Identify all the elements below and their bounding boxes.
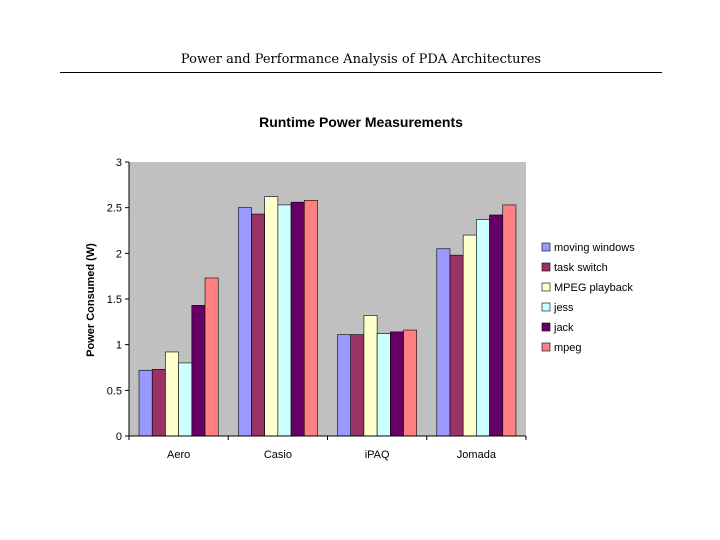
legend-swatch bbox=[541, 322, 551, 332]
bar-ipaq-mpeg bbox=[403, 329, 418, 437]
bar-casio-jess bbox=[277, 204, 292, 437]
legend-swatch bbox=[541, 262, 551, 272]
legend-label: mpeg bbox=[554, 342, 582, 354]
y-tick-label: 0 bbox=[116, 431, 122, 443]
legend-label: task switch bbox=[554, 262, 608, 274]
y-tick-label: 3 bbox=[116, 157, 122, 169]
bar-aero-moving-windows bbox=[138, 369, 153, 437]
legend-label: jack bbox=[553, 322, 574, 334]
bar-jomada-jess bbox=[476, 219, 490, 437]
x-tick-label: Casio bbox=[264, 449, 292, 461]
legend-swatch bbox=[541, 342, 551, 352]
bar-ipaq-mpeg-playback bbox=[363, 315, 378, 437]
bar-ipaq-moving-windows bbox=[337, 334, 352, 437]
axes-group: Aero Casio iPAQ Jomada 0 0.5 1 1.5 2 2.5 3 bbox=[107, 157, 527, 461]
y-tick-label: 1.5 bbox=[107, 294, 122, 306]
bar-jomada-jack bbox=[489, 214, 504, 437]
x-tick-label: Jomada bbox=[457, 449, 497, 461]
bar-jomada-moving-windows bbox=[436, 248, 451, 437]
bar-casio-jack bbox=[290, 201, 305, 437]
y-tick-label: 1 bbox=[116, 340, 122, 352]
bar-casio-moving-windows bbox=[237, 207, 252, 437]
y-tick-label: 2 bbox=[116, 248, 122, 260]
bar-aero-task-switch bbox=[151, 369, 166, 437]
x-tick-label: Aero bbox=[167, 449, 190, 461]
legend-label: MPEG playback bbox=[554, 282, 633, 294]
bar-casio-mpeg bbox=[303, 200, 318, 437]
bar-ipaq-jack bbox=[390, 331, 404, 437]
bar-jomada-mpeg bbox=[502, 204, 517, 437]
legend: moving windows task switch MPEG playback je… bbox=[541, 242, 635, 354]
bar-aero-jack bbox=[191, 305, 206, 437]
bar-aero-mpeg bbox=[204, 277, 219, 437]
bar-ipaq-jess bbox=[376, 333, 391, 437]
bar-aero-jess bbox=[178, 362, 193, 437]
legend-label: jess bbox=[553, 302, 574, 314]
y-tick-label: 2.5 bbox=[107, 203, 122, 215]
y-tick-label: 0.5 bbox=[107, 385, 122, 397]
legend-label: moving windows bbox=[554, 242, 635, 254]
bar-jomada-task-switch bbox=[449, 254, 464, 437]
x-tick-label: iPAQ bbox=[365, 449, 390, 461]
bar-ipaq-task-switch bbox=[350, 334, 365, 437]
page-header: Power and Performance Analysis of PDA Ar… bbox=[180, 52, 542, 67]
y-axis-label: Power Consumed (W) bbox=[85, 243, 97, 357]
bar-aero-mpeg-playback bbox=[165, 351, 179, 437]
bar-casio-mpeg-playback bbox=[264, 196, 279, 437]
bar-jomada-mpeg-playback bbox=[462, 234, 477, 437]
bar-casio-task-switch bbox=[251, 213, 265, 437]
legend-swatch bbox=[541, 302, 551, 312]
header-divider bbox=[60, 72, 662, 73]
chart-title: Runtime Power Measurements bbox=[259, 114, 463, 130]
legend-swatch bbox=[541, 242, 551, 252]
legend-swatch bbox=[541, 282, 551, 292]
